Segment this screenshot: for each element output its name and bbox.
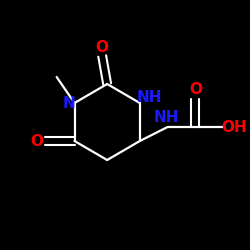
Text: O: O — [30, 134, 43, 148]
Text: OH: OH — [221, 120, 247, 134]
Text: O: O — [189, 82, 202, 98]
Text: O: O — [96, 40, 109, 56]
Text: NH: NH — [154, 110, 179, 124]
Text: NH: NH — [137, 90, 162, 104]
Text: N: N — [62, 96, 75, 110]
